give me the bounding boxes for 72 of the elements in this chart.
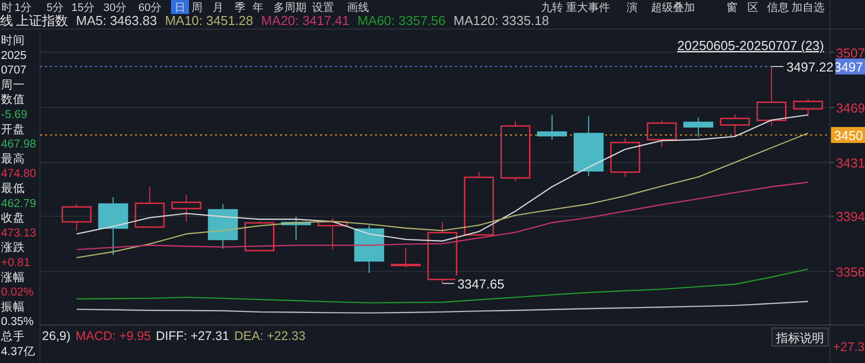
y-tick-label: 3431 <box>836 156 865 171</box>
text: 季 <box>234 1 246 14</box>
text: MACD: +9.95 <box>76 329 151 343</box>
text: MA10: 3451.28 <box>164 13 254 28</box>
text: 超级叠加 <box>651 1 695 14</box>
text: 涨幅 <box>1 270 25 284</box>
text: 日 <box>174 2 186 14</box>
text: 指标说明 <box>775 331 824 345</box>
text: 最高 <box>1 151 25 166</box>
text: MA20: 3417.41 <box>261 13 350 28</box>
text: 月 <box>212 2 224 14</box>
y-tick-label: 3469 <box>836 100 865 116</box>
text: 473.13 <box>1 227 36 240</box>
text: 多周期 <box>274 2 306 14</box>
text: 区 <box>748 2 758 14</box>
line-series <box>76 114 809 242</box>
y-tick-label: 3394 <box>836 209 865 224</box>
text: 15分 <box>71 2 95 14</box>
text: 467.98 <box>1 138 36 151</box>
text: 加自选 <box>792 1 824 14</box>
text: DIFF: +27.31 <box>156 329 230 343</box>
text: 时间 <box>1 34 25 47</box>
text: 周一 <box>1 78 25 92</box>
text: MA5: 3463.83 <box>76 13 157 28</box>
text: 60分 <box>138 2 162 14</box>
text: 设置 <box>312 2 334 14</box>
y-tick-label: 3356 <box>836 264 865 280</box>
text: 数值 <box>1 93 25 106</box>
text: 年 <box>252 2 264 14</box>
annotation: 3347.65 <box>457 276 504 292</box>
text: 时 <box>2 1 12 14</box>
chart-title: 上证指数 <box>16 13 68 28</box>
text: 涨跌 <box>1 241 25 254</box>
text: 演 <box>626 1 638 14</box>
text: 线 <box>0 13 13 28</box>
text: DEA: +22.33 <box>234 329 306 343</box>
candlestick <box>98 196 128 256</box>
text: 0.02% <box>1 286 34 299</box>
text: 462.79 <box>1 198 36 210</box>
text: MA120: 3335.18 <box>454 13 549 28</box>
annotation: 3497.22 <box>786 59 834 74</box>
text: 窗 <box>726 1 738 14</box>
text: 九转 <box>541 1 563 14</box>
text: 0.35% <box>1 316 34 328</box>
text: 474.80 <box>1 168 36 180</box>
text: -5.69 <box>1 109 28 121</box>
text: +27.3 <box>833 340 865 354</box>
text: 2025 <box>1 50 27 62</box>
text: 周 <box>192 2 202 14</box>
line-series <box>76 268 809 304</box>
text: MA60: 3357.56 <box>357 13 446 28</box>
text: 26,9) <box>42 329 70 343</box>
text: 0707 <box>1 64 27 77</box>
text: 开盘 <box>1 122 25 136</box>
text: +0.81 <box>1 257 30 269</box>
text: 30分 <box>103 2 127 14</box>
text: 1分 <box>14 2 32 14</box>
annotation: 20250605-20250707 (23) <box>677 38 824 53</box>
text: 画线 <box>347 1 369 14</box>
line-series <box>76 182 809 250</box>
text: 收盘 <box>1 212 25 225</box>
line-series <box>76 132 809 258</box>
y-tick-label: 3507 <box>836 45 865 60</box>
text: 4.37亿 <box>1 344 36 358</box>
ref-line-label: 3450 <box>834 128 863 143</box>
text: 5分 <box>46 2 64 14</box>
text: 信息 <box>767 1 789 14</box>
line-series <box>76 300 809 314</box>
text: 重大事件 <box>566 1 610 14</box>
text: 最低 <box>1 182 25 195</box>
text: 总手 <box>0 329 25 343</box>
text: 振幅 <box>1 300 25 314</box>
